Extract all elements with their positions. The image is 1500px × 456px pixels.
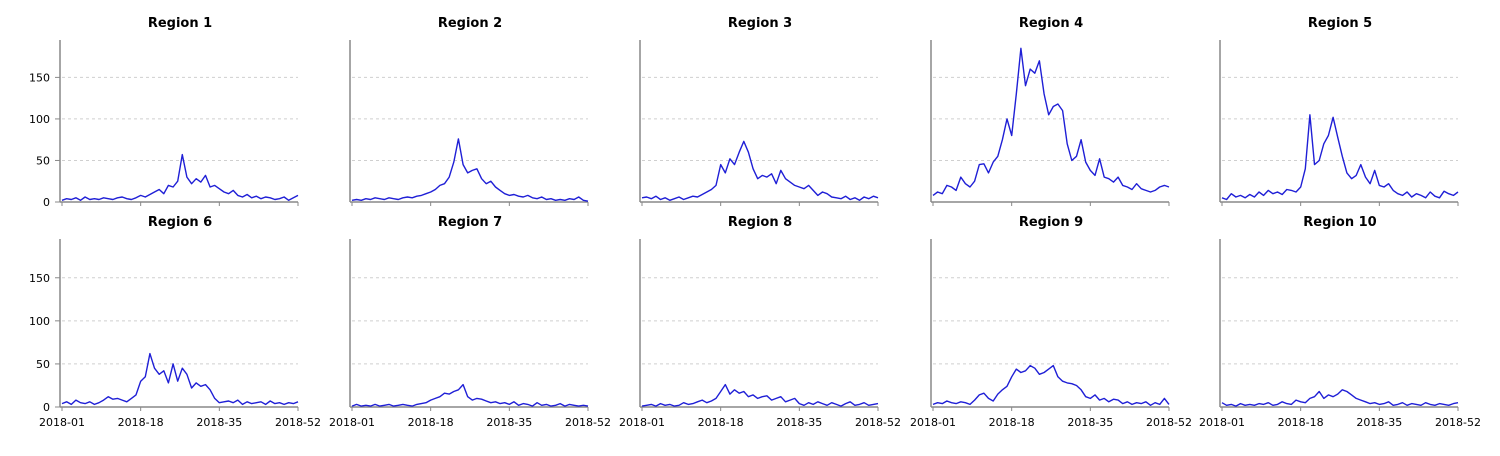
x-tick-label: 2018-18 [1278, 416, 1324, 429]
y-tick-label: 100 [29, 315, 50, 328]
x-tick-label: 2018-52 [275, 416, 321, 429]
x-tick-label: 2018-35 [1356, 416, 1402, 429]
series-line [1221, 114, 1459, 201]
x-tick-label: 2018-35 [776, 416, 822, 429]
x-tick-label: 2018-01 [329, 416, 375, 429]
series-line [932, 364, 1170, 406]
panel-3: Region 3 [639, 16, 879, 206]
y-tick-label: 100 [29, 113, 50, 126]
panel-title: Region 2 [438, 16, 502, 31]
series-line [641, 383, 879, 407]
panel-title: Region 8 [728, 215, 792, 230]
y-tick-label: 150 [29, 71, 50, 84]
x-tick-label: 2018-18 [118, 416, 164, 429]
series-line [1221, 389, 1459, 407]
x-tick-label: 2018-52 [855, 416, 901, 429]
x-tick-label: 2018-35 [196, 416, 242, 429]
x-tick-label: 2018-52 [565, 416, 611, 429]
x-tick-label: 2018-01 [910, 416, 956, 429]
panel-title: Region 6 [148, 215, 212, 230]
series-line [61, 153, 299, 202]
x-tick-label: 2018-18 [989, 416, 1035, 429]
panel-title: Region 10 [1303, 215, 1376, 230]
panel-title: Region 4 [1019, 16, 1083, 31]
panel-9: 2018-01 2018-18 2018-35 2018-52 Region 9 [910, 215, 1192, 429]
series-line [351, 383, 589, 407]
panel-8: 2018-01 2018-18 2018-35 2018-52 Region 8 [619, 215, 901, 429]
y-tick-label: 50 [36, 358, 50, 371]
series-line [641, 140, 879, 202]
x-tick-label: 2018-35 [1067, 416, 1113, 429]
y-tick-label: 0 [43, 196, 50, 209]
y-tick-label: 0 [43, 401, 50, 414]
panel-10: 2018-01 2018-18 2018-35 2018-52 Region 10 [1199, 215, 1481, 429]
series-line [61, 352, 299, 406]
x-tick-label: 2018-18 [408, 416, 454, 429]
panel-5: Region 5 [1219, 16, 1459, 206]
panel-title: Region 1 [148, 16, 212, 31]
x-tick-label: 2018-18 [698, 416, 744, 429]
panel-7: 2018-01 2018-18 2018-35 2018-52 Region 7 [329, 215, 611, 429]
x-tick-label: 2018-52 [1146, 416, 1192, 429]
panel-title: Region 9 [1019, 215, 1083, 230]
x-tick-label: 2018-01 [39, 416, 85, 429]
panel-title: Region 5 [1308, 16, 1372, 31]
series-line [351, 138, 589, 202]
panel-4: Region 4 [930, 16, 1170, 206]
panel-2: Region 2 [349, 16, 589, 206]
x-tick-label: 2018-01 [1199, 416, 1245, 429]
x-tick-label: 2018-35 [486, 416, 532, 429]
panel-title: Region 3 [728, 16, 792, 31]
panel-1: 0 50 100 150 Region 1 [29, 16, 299, 209]
x-tick-label: 2018-01 [619, 416, 665, 429]
y-tick-label: 150 [29, 272, 50, 285]
series-line [932, 47, 1170, 196]
y-tick-label: 50 [36, 154, 50, 167]
panel-6: 0 50 100 150 2018-01 2018-18 2018-35 2018-52 Reg… [29, 215, 321, 429]
x-tick-label: 2018-52 [1435, 416, 1481, 429]
panel-title: Region 7 [438, 215, 502, 230]
